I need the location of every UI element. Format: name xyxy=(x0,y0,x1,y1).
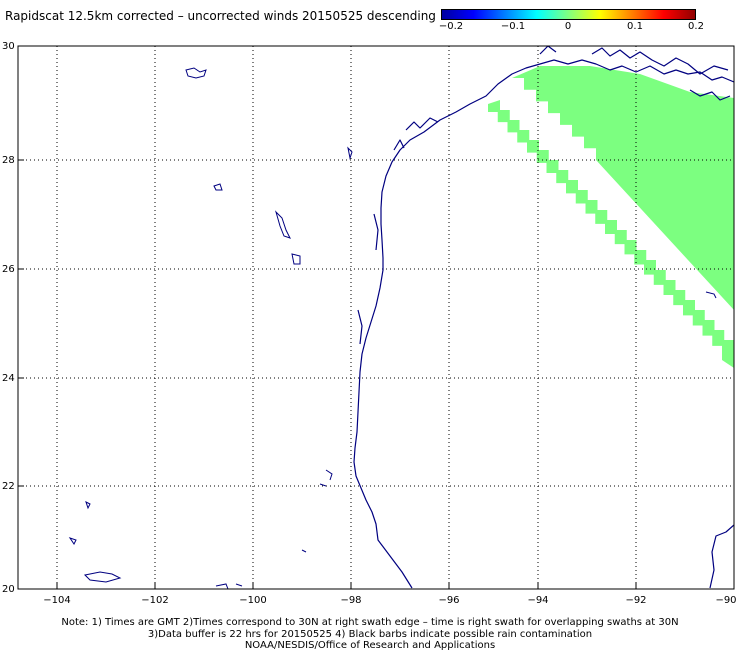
lon-label: −96 xyxy=(438,595,459,606)
grid-lines xyxy=(18,46,734,589)
colorbar-label: −0.1 xyxy=(500,21,526,32)
lon-label: −100 xyxy=(239,595,266,606)
lon-label: −98 xyxy=(340,595,361,606)
lat-label: 26 xyxy=(2,264,15,275)
note-line-1: Note: 1) Times are GMT 2)Times correspon… xyxy=(61,617,679,628)
plot-frame xyxy=(17,45,735,590)
lat-label: 22 xyxy=(2,481,15,492)
swath-cell xyxy=(512,66,734,310)
wind-swath xyxy=(488,66,734,368)
lon-label: −90 xyxy=(715,595,736,606)
map-title: Rapidscat 12.5km corrected – uncorrected… xyxy=(5,9,436,23)
colorbar-label: 0.1 xyxy=(627,21,643,32)
lon-label: −92 xyxy=(625,595,646,606)
lon-label: −104 xyxy=(43,595,70,606)
lon-label: −94 xyxy=(527,595,548,606)
lat-label: 30 xyxy=(2,41,15,52)
colorbar-label: 0 xyxy=(564,21,572,32)
lat-label: 28 xyxy=(2,155,15,166)
note-line-3: NOAA/NESDIS/Office of Research and Appli… xyxy=(244,640,496,651)
coastline xyxy=(353,46,734,589)
colorbar-label: −0.2 xyxy=(438,21,464,32)
colorbar xyxy=(441,9,696,20)
swath-cell xyxy=(488,100,734,368)
axis-ticks xyxy=(18,45,637,589)
note-line-2: 3)Data buffer is 22 hrs for 20150525 4) … xyxy=(147,629,593,640)
land-features xyxy=(68,67,717,590)
lat-label: 24 xyxy=(2,373,15,384)
lon-label: −102 xyxy=(141,595,168,606)
lat-label: 20 xyxy=(2,584,15,595)
colorbar-label: 0.2 xyxy=(688,21,704,32)
